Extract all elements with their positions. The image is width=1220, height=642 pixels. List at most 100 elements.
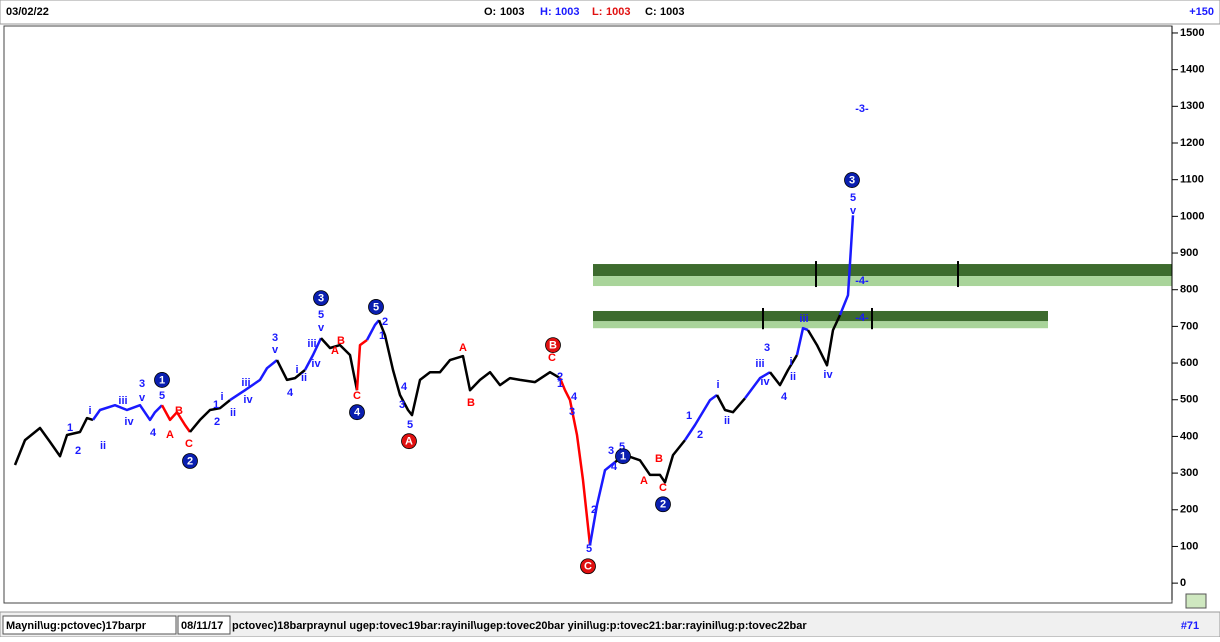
y-tick-label: 900 (1180, 247, 1198, 259)
wave-label: 1 (67, 422, 73, 434)
wave-label: -3- (855, 103, 869, 115)
high: 1003 (555, 6, 579, 18)
wave-label: v (139, 392, 146, 404)
wave-label: 4 (287, 387, 294, 399)
low-label: L: (592, 6, 602, 18)
close: 1003 (660, 6, 684, 18)
wave-label: 3 (139, 378, 145, 390)
wave-label: ii (301, 372, 307, 384)
wave-label: C (659, 482, 667, 494)
wave-label: -4- (855, 312, 869, 324)
wave-label: iv (823, 369, 833, 381)
close-label: C: (645, 6, 657, 18)
y-tick-label: 1300 (1180, 100, 1204, 112)
chart: 03/02/22 O: 1003 H: 1003 L: 1003 C: 1003… (0, 0, 1220, 637)
wave-label: iii (755, 358, 764, 370)
wave-label: ii (790, 371, 796, 383)
wave-label: 4 (354, 407, 361, 419)
wave-label: 1 (620, 451, 626, 463)
wave-label: 1 (686, 410, 692, 422)
wave-label: i (789, 356, 792, 368)
zone-upper (593, 264, 1172, 276)
y-tick-label: 1000 (1180, 210, 1204, 222)
wave-label: C (185, 438, 193, 450)
wave-label: 5 (850, 192, 856, 204)
wave-label: iii (241, 377, 250, 389)
footer-right: pctovec)18barpraynul ugep:tovec19bar:ray… (232, 620, 807, 632)
y-tick-label: 400 (1180, 430, 1198, 442)
y-tick-label: 800 (1180, 284, 1198, 296)
wave-label: 5 (159, 390, 165, 402)
wave-label: 3 (399, 399, 405, 411)
wave-label: 3 (318, 293, 324, 305)
y-tick-label: 1500 (1180, 27, 1204, 39)
zone-upper (593, 311, 1048, 321)
wave-label: C (548, 352, 556, 364)
y-tick-label: 200 (1180, 504, 1198, 516)
wave-label: 3 (272, 332, 278, 344)
wave-label: iv (760, 376, 770, 388)
wave-label: 1 (213, 399, 219, 411)
wave-label: 4 (571, 391, 578, 403)
y-tick-label: 700 (1180, 320, 1198, 332)
wave-label: iii (799, 313, 808, 325)
wave-label: 3 (608, 445, 614, 457)
wave-label: C (353, 390, 361, 402)
page: 03/02/22 O: 1003 H: 1003 L: 1003 C: 1003… (0, 0, 1220, 637)
open-label: O: (484, 6, 496, 18)
wave-label: ii (230, 407, 236, 419)
wave-label: iii (118, 395, 127, 407)
y-tick-label: 1100 (1180, 174, 1204, 186)
wave-label: 4 (781, 391, 788, 403)
wave-label: 5 (373, 301, 379, 313)
page-number[interactable]: #71 (1181, 620, 1199, 632)
wave-label: 4 (150, 427, 157, 439)
wave-label: 2 (591, 504, 597, 516)
zone-lower (593, 321, 1048, 328)
wave-label: iv (243, 394, 253, 406)
wave-label: 3 (569, 406, 575, 418)
wave-label: v (850, 205, 857, 217)
open: 1003 (500, 6, 524, 18)
y-tick-label: 1200 (1180, 137, 1204, 149)
wave-label: 1 (379, 330, 385, 342)
wave-label: B (175, 405, 183, 417)
wave-label: 2 (697, 429, 703, 441)
wave-label: -4- (855, 275, 869, 287)
wave-label: C (584, 561, 592, 573)
wave-label: A (405, 436, 413, 448)
footer-date: 08/11/17 (181, 620, 223, 632)
wave-label: 5 (586, 543, 592, 555)
footer-left: Maynil\ug:pctovec)17barpr (6, 620, 147, 632)
wave-label: 1 (159, 374, 165, 386)
wave-label: 5 (407, 419, 413, 431)
zoom[interactable]: +150 (1189, 6, 1214, 18)
y-tick-label: 0 (1180, 577, 1186, 589)
high-label: H: (540, 6, 552, 18)
wave-label: A (459, 342, 467, 354)
wave-label: 1 (557, 378, 563, 390)
wave-label: v (318, 322, 325, 334)
wave-label: A (166, 429, 174, 441)
low: 1003 (606, 6, 630, 18)
wave-label: 3 (764, 342, 770, 354)
wave-label: 2 (187, 455, 193, 467)
y-tick-label: 600 (1180, 357, 1198, 369)
y-tick-label: 500 (1180, 394, 1198, 406)
wave-label: 4 (401, 381, 408, 393)
wave-label: A (640, 475, 648, 487)
wave-label: i (88, 405, 91, 417)
wave-label: iii (307, 338, 316, 350)
wave-label: B (655, 453, 663, 465)
wave-label: 5 (318, 309, 324, 321)
wave-label: i (295, 364, 298, 376)
y-tick-label: 300 (1180, 467, 1198, 479)
wave-label: 2 (660, 499, 666, 511)
wave-label: B (467, 397, 475, 409)
wave-label: 3 (849, 174, 855, 186)
wave-label: i (220, 391, 223, 403)
corner-icon[interactable] (1186, 594, 1206, 608)
y-tick-label: 100 (1180, 540, 1198, 552)
wave-label: v (272, 344, 279, 356)
wave-label: iv (311, 358, 321, 370)
